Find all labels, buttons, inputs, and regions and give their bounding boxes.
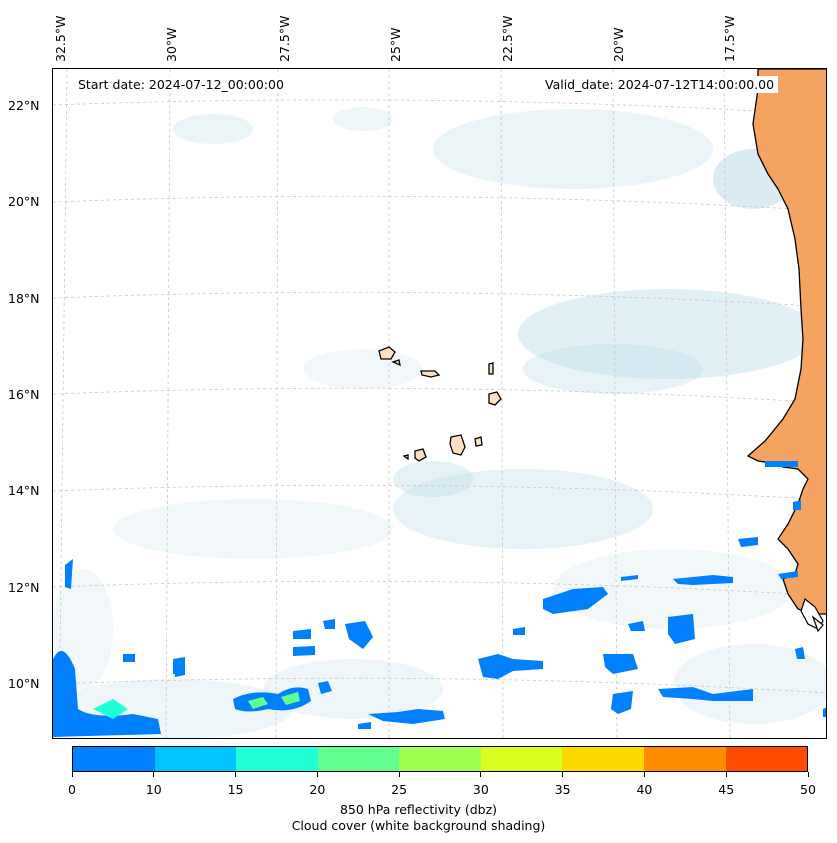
colorbar-tick-label: 15	[227, 782, 244, 797]
colorbar-tick	[643, 772, 645, 777]
colorbar-title: 850 hPa reflectivity (dbz)	[339, 802, 498, 817]
colorbar-subtitle: Cloud cover (white background shading)	[291, 818, 546, 833]
colorbar-tick	[807, 772, 809, 777]
colorbar-segment	[643, 747, 726, 771]
colorbar-segment	[73, 747, 155, 771]
lon-label: 20°W	[611, 27, 626, 62]
lat-label: 20°N	[8, 194, 40, 209]
colorbar-tick	[480, 772, 482, 777]
colorbar-tick	[398, 772, 400, 777]
colorbar-tick-label: 20	[309, 782, 326, 797]
map-panel	[52, 68, 827, 739]
lat-label: 10°N	[8, 676, 40, 691]
colorbar-tick	[562, 772, 564, 777]
lat-label: 18°N	[8, 291, 40, 306]
lat-label: 14°N	[8, 483, 40, 498]
colorbar-tick-label: 30	[472, 782, 489, 797]
lon-label: 27.5°W	[277, 15, 292, 62]
colorbar-tick-label: 25	[391, 782, 408, 797]
colorbar-segment	[480, 747, 563, 771]
lon-label: 32.5°W	[53, 15, 68, 62]
colorbar-tick-label: 0	[68, 782, 76, 797]
colorbar-segment	[317, 747, 400, 771]
lon-label: 17.5°W	[722, 15, 737, 62]
colorbar-tick-label: 35	[554, 782, 571, 797]
lat-label: 16°N	[8, 387, 40, 402]
lon-label: 30°W	[164, 27, 179, 62]
colorbar-tick	[71, 772, 73, 777]
lat-label: 12°N	[8, 580, 40, 595]
colorbar	[72, 746, 808, 772]
colorbar-tick	[725, 772, 727, 777]
colorbar-tick	[316, 772, 318, 777]
colorbar-tick	[235, 772, 237, 777]
graticule	[53, 69, 826, 738]
coastal-islands	[800, 597, 824, 633]
colorbar-tick	[153, 772, 155, 777]
colorbar-tick-label: 45	[718, 782, 735, 797]
valid-date-label: Valid_date: 2024-07-12T14:00:00.00	[541, 76, 779, 93]
colorbar-segment	[562, 747, 644, 771]
reflectivity-cells	[53, 461, 826, 737]
lon-label: 25°W	[388, 27, 403, 62]
start-date-label: Start date: 2024-07-12_00:00:00	[74, 76, 288, 93]
colorbar-segment	[725, 747, 808, 771]
colorbar-segment	[236, 747, 318, 771]
colorbar-segment	[399, 747, 481, 771]
colorbar-segment	[154, 747, 237, 771]
colorbar-tick-label: 50	[800, 782, 816, 797]
cape-verde-islands	[378, 346, 502, 462]
lon-label: 22.5°W	[500, 15, 515, 62]
lat-label: 22°N	[8, 98, 40, 113]
colorbar-tick-label: 40	[636, 782, 653, 797]
cloud-cover-shading	[53, 107, 826, 738]
colorbar-tick-label: 10	[145, 782, 162, 797]
map-canvas	[53, 69, 826, 738]
